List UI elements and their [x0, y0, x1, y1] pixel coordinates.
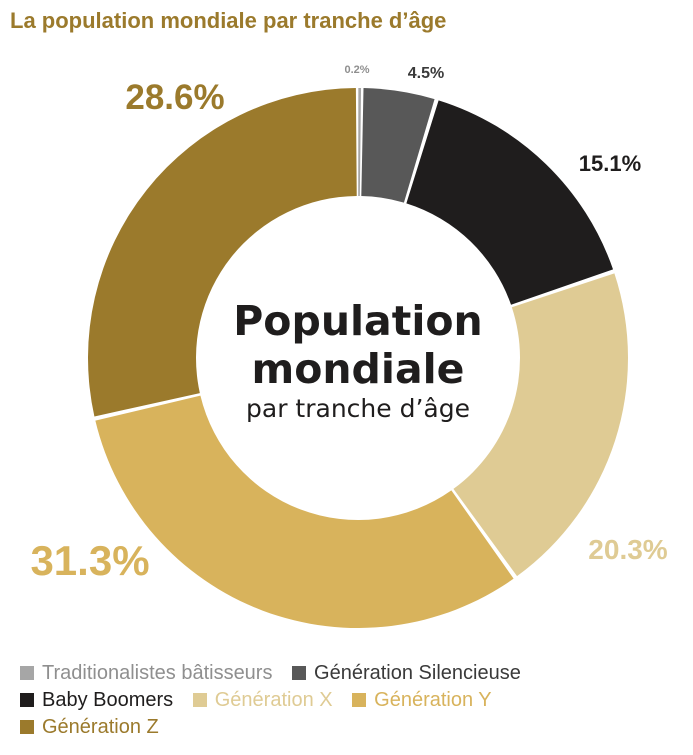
donut-slices [88, 88, 628, 629]
legend-label: Génération X [214, 689, 333, 711]
chart-title: La population mondiale par tranche d’âge [10, 8, 447, 33]
legend-label: Génération Silencieuse [314, 662, 521, 684]
legend-item-traditionalistes: Traditionalistes bâtisseurs [20, 660, 272, 687]
center-subtitle: par tranche d’âge [246, 394, 470, 423]
slice-baby-boomers [406, 100, 614, 305]
legend-row-2: Baby Boomers Génération X Génération Y [20, 687, 685, 714]
legend-swatch [20, 693, 34, 707]
label-traditionalistes: 0.2% [344, 64, 369, 76]
legend-item-generation-y: Génération Y [352, 687, 492, 714]
label-generation-y: 31.3% [30, 537, 149, 584]
legend-swatch [20, 666, 34, 680]
legend-item-silencieuse: Génération Silencieuse [292, 660, 521, 687]
legend-swatch [352, 693, 367, 707]
legend-item-generation-x: Génération X [192, 687, 333, 714]
slice-generation-x [453, 273, 628, 577]
legend-label: Traditionalistes bâtisseurs [42, 662, 273, 684]
legend-swatch [192, 693, 207, 707]
slice-generation-z [88, 88, 357, 417]
slice-generation-y [95, 395, 514, 629]
legend-label: Génération Z [42, 716, 159, 738]
legend-label: Génération Y [374, 689, 492, 711]
legend-item-baby-boomers: Baby Boomers [20, 687, 173, 714]
slice-traditionalistes [358, 88, 362, 197]
legend-label: Baby Boomers [42, 689, 174, 711]
donut-chart: 0.2% 4.5%15.1%20.3%31.3%28.6% Population … [30, 64, 668, 629]
legend-swatch [292, 666, 307, 680]
legend: Traditionalistes bâtisseurs Génération S… [20, 660, 685, 741]
legend-item-generation-z: Génération Z [20, 714, 159, 741]
label-generation-z: 28.6% [125, 78, 224, 117]
center-title-line2: mondiale [251, 345, 464, 393]
label-generation-x: 20.3% [588, 534, 667, 565]
legend-swatch [20, 720, 34, 734]
slice-silencieuse [361, 88, 435, 203]
legend-row-3: Génération Z [20, 714, 685, 741]
label-silencieuse: 4.5% [408, 65, 444, 82]
center-title-line1: Population [233, 297, 482, 345]
legend-row-1: Traditionalistes bâtisseurs Génération S… [20, 660, 685, 687]
label-baby-boomers: 15.1% [579, 151, 641, 176]
value-labels: 0.2% 4.5% 15.1% 20.3% 31.3% 28.6% [30, 64, 667, 584]
